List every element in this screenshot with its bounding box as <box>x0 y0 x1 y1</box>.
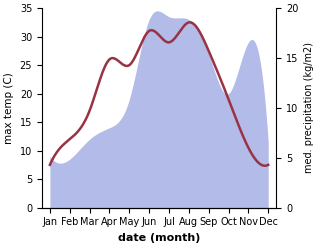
X-axis label: date (month): date (month) <box>118 233 200 243</box>
Y-axis label: med. precipitation (kg/m2): med. precipitation (kg/m2) <box>304 42 314 173</box>
Y-axis label: max temp (C): max temp (C) <box>4 72 14 144</box>
